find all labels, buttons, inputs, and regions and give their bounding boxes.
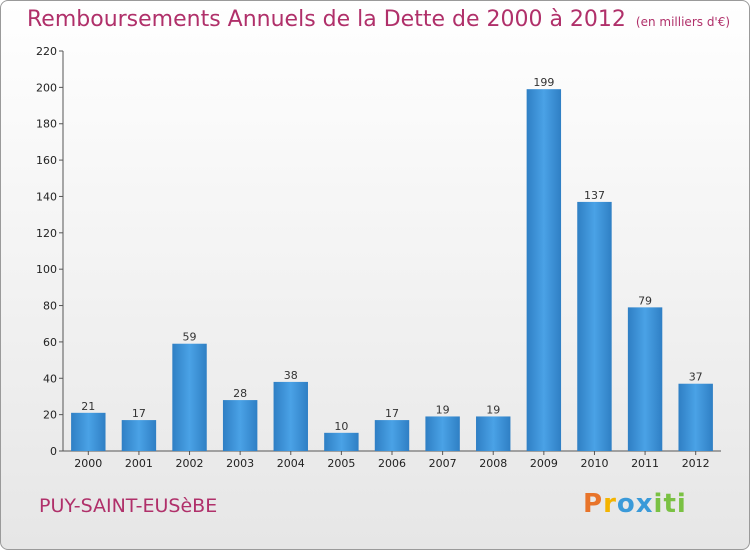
value-label-2004: 38 [284, 369, 298, 382]
x-tick-label-2007: 2007 [429, 457, 457, 470]
chart-title-text: Remboursements Annuels de la Dette de 20… [27, 7, 626, 32]
bar-2010 [577, 201, 612, 451]
x-tick-label-2006: 2006 [378, 457, 406, 470]
x-tick-label-2000: 2000 [74, 457, 102, 470]
x-tick-label-2012: 2012 [682, 457, 710, 470]
y-tick-label: 180 [36, 118, 57, 131]
x-tick-label-2002: 2002 [176, 457, 204, 470]
bar-2012 [678, 383, 713, 451]
value-label-2011: 79 [638, 294, 652, 307]
proxiti-logo: Proxiti [583, 489, 687, 519]
y-tick-label: 200 [36, 81, 57, 94]
y-tick-label: 220 [36, 45, 57, 58]
x-tick-label-2009: 2009 [530, 457, 558, 470]
y-tick-label: 40 [43, 372, 57, 385]
bar-2001 [121, 420, 157, 451]
value-label-2002: 59 [183, 331, 197, 344]
value-label-2001: 17 [132, 407, 146, 420]
value-label-2010: 137 [584, 189, 605, 202]
value-label-2008: 19 [486, 403, 500, 416]
x-tick-label-2011: 2011 [631, 457, 659, 470]
bar-2007 [425, 416, 460, 451]
value-label-2000: 21 [81, 400, 95, 413]
chart-subtitle: (en milliers d'€) [635, 15, 731, 29]
bar-2006 [374, 420, 410, 451]
bar-2003 [222, 400, 258, 451]
y-tick-label: 160 [36, 154, 57, 167]
y-tick-label: 140 [36, 190, 57, 203]
y-tick-label: 80 [43, 300, 57, 313]
bar-2000 [71, 412, 106, 451]
bar-2008 [476, 416, 511, 451]
bar-2002 [172, 343, 207, 451]
value-label-2006: 17 [385, 407, 399, 420]
y-tick-label: 120 [36, 227, 57, 240]
value-label-2012: 37 [689, 371, 703, 384]
bar-2005 [324, 432, 359, 451]
x-tick-label-2003: 2003 [226, 457, 254, 470]
y-tick-label: 60 [43, 336, 57, 349]
x-tick-label-2005: 2005 [327, 457, 355, 470]
y-tick-label: 20 [43, 409, 57, 422]
value-label-2005: 10 [334, 420, 348, 433]
x-tick-label-2008: 2008 [479, 457, 507, 470]
y-tick-label: 100 [36, 263, 57, 276]
value-label-2003: 28 [233, 387, 247, 400]
y-tick-label: 0 [50, 445, 57, 458]
bar-2011 [627, 307, 663, 451]
chart-title: Remboursements Annuels de la Dette de 20… [27, 7, 730, 32]
x-tick-label-2004: 2004 [277, 457, 305, 470]
value-label-2007: 19 [436, 403, 450, 416]
x-tick-label-2010: 2010 [580, 457, 608, 470]
bar-2004 [273, 381, 308, 451]
x-tick-label-2001: 2001 [125, 457, 153, 470]
town-name: PUY-SAINT-EUSèBE [39, 495, 218, 517]
value-label-2009: 199 [533, 76, 554, 89]
bar-2009 [526, 89, 562, 451]
